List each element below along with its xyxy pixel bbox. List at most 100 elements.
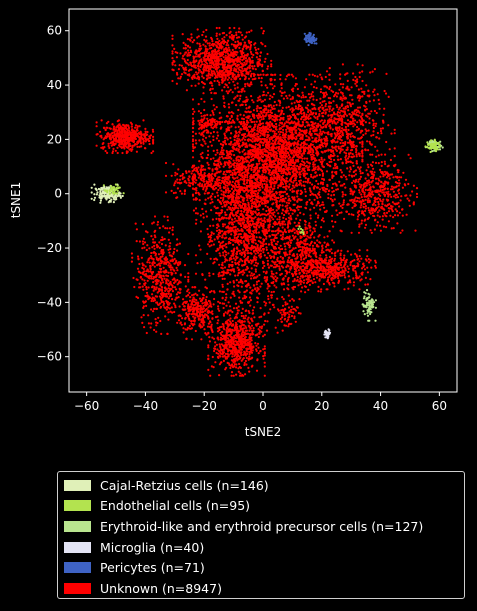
data-point [290,161,294,164]
data-point [309,96,312,99]
data-point [270,106,273,109]
data-point [261,144,265,147]
data-point [222,157,225,160]
data-point [162,281,165,284]
data-point [145,331,148,335]
data-point [207,322,210,325]
data-point [160,289,164,292]
data-point [298,173,301,176]
data-point [278,162,281,165]
data-point [197,71,200,74]
data-point [249,46,252,50]
data-point [344,193,347,196]
data-point [232,38,235,42]
data-point [155,324,158,327]
data-point [220,45,223,48]
data-point [313,163,316,166]
data-point [262,348,265,351]
data-point [184,328,187,331]
data-point [286,180,289,183]
data-point [198,42,201,46]
data-point [242,171,245,174]
data-point [113,143,116,146]
data-point [198,289,201,292]
data-point [301,154,304,157]
data-point [241,55,244,58]
data-point [231,355,234,358]
data-point [95,125,98,128]
data-point [305,129,308,132]
data-point [157,253,161,256]
data-point [273,134,276,137]
data-point [207,163,210,166]
data-point [305,121,308,124]
data-point [270,63,273,66]
data-point [320,163,323,166]
data-point [252,109,255,112]
data-point [259,115,262,119]
data-point [232,159,235,162]
data-point [229,349,232,352]
data-point [141,137,144,140]
data-point [128,142,131,145]
data-point [345,114,349,117]
data-point [286,204,289,207]
data-point [165,308,168,311]
data-point [220,47,223,50]
data-point [155,273,158,276]
data-point [253,114,256,117]
data-point [245,363,248,366]
data-point [197,307,200,311]
data-point [156,282,159,285]
data-point [242,143,245,146]
data-point [257,74,260,77]
data-point [237,125,240,128]
data-point [246,82,249,85]
data-point [221,61,224,64]
data-point [263,60,266,63]
data-point [232,80,235,83]
data-point [241,34,244,37]
data-point [144,130,147,133]
data-point [286,97,289,100]
data-point [152,142,155,145]
data-point [202,216,205,219]
data-point [129,121,132,124]
data-point [173,47,176,51]
data-point [217,49,220,52]
data-point [284,205,287,208]
data-point [339,168,342,172]
data-point [262,117,265,120]
data-point [270,59,273,62]
data-point [265,111,268,114]
data-point [171,226,174,229]
data-point [253,125,257,128]
data-point [194,84,197,87]
data-point [124,130,127,133]
data-point [204,332,207,335]
data-point [280,159,283,162]
data-point [191,130,195,133]
data-point [308,73,311,76]
data-point [361,155,364,158]
data-point [266,206,269,209]
data-point [270,111,273,115]
data-point [174,280,177,283]
data-point [255,114,258,117]
data-point [267,91,270,94]
data-point [264,162,267,165]
data-point [256,99,259,102]
data-point [204,304,207,307]
data-point [112,147,115,150]
data-point [165,282,168,285]
data-point [100,119,103,122]
data-point [303,157,306,160]
data-point [212,135,215,138]
data-point [319,97,322,100]
data-point [250,155,253,159]
data-point [204,298,207,301]
data-point [287,117,291,121]
data-point [200,47,203,50]
data-point [230,33,233,37]
data-point [115,140,118,143]
